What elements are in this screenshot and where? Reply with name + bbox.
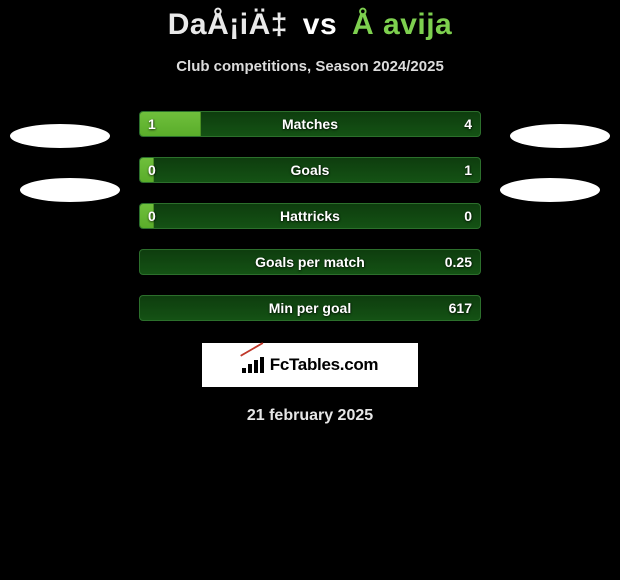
stat-value-right: 1 (464, 158, 472, 182)
stat-label: Matches (140, 112, 480, 136)
decorative-ellipse (500, 178, 600, 202)
stat-label: Hattricks (140, 204, 480, 228)
stat-label: Goals per match (140, 250, 480, 274)
stat-row: Goals per match0.25 (139, 249, 481, 275)
stat-row: Min per goal617 (139, 295, 481, 321)
vs-separator: vs (303, 8, 337, 41)
subtitle: Club competitions, Season 2024/2025 (0, 58, 620, 75)
page-title: DaÅ¡iÄ‡ vs Å avija (0, 8, 620, 42)
source-logo[interactable]: FcTables.com (202, 343, 418, 387)
player2-name: Å avija (352, 8, 452, 41)
stat-row: Hattricks0 0 (139, 203, 481, 229)
stat-row: Goals0 1 (139, 157, 481, 183)
stat-row: Matches1 4 (139, 111, 481, 137)
logo-text: FcTables.com (270, 355, 379, 375)
stat-value-right: 0.25 (445, 250, 472, 274)
comparison-widget: DaÅ¡iÄ‡ vs Å avija Club competitions, Se… (0, 0, 620, 425)
date-label: 21 february 2025 (0, 407, 620, 425)
stat-value-left: 0 (148, 204, 156, 228)
decorative-ellipse (20, 178, 120, 202)
logo-chart-icon (242, 357, 264, 373)
stat-label: Goals (140, 158, 480, 182)
stat-value-left: 0 (148, 158, 156, 182)
decorative-ellipse (510, 124, 610, 148)
stat-label: Min per goal (140, 296, 480, 320)
stat-value-left: 1 (148, 112, 156, 136)
player1-name: DaÅ¡iÄ‡ (168, 8, 288, 41)
stats-list: Matches14Goals01Hattricks00Goals per mat… (139, 111, 481, 321)
decorative-ellipse (10, 124, 110, 148)
stat-value-right: 617 (449, 296, 472, 320)
stat-value-right: 0 (464, 204, 472, 228)
stat-value-right: 4 (464, 112, 472, 136)
